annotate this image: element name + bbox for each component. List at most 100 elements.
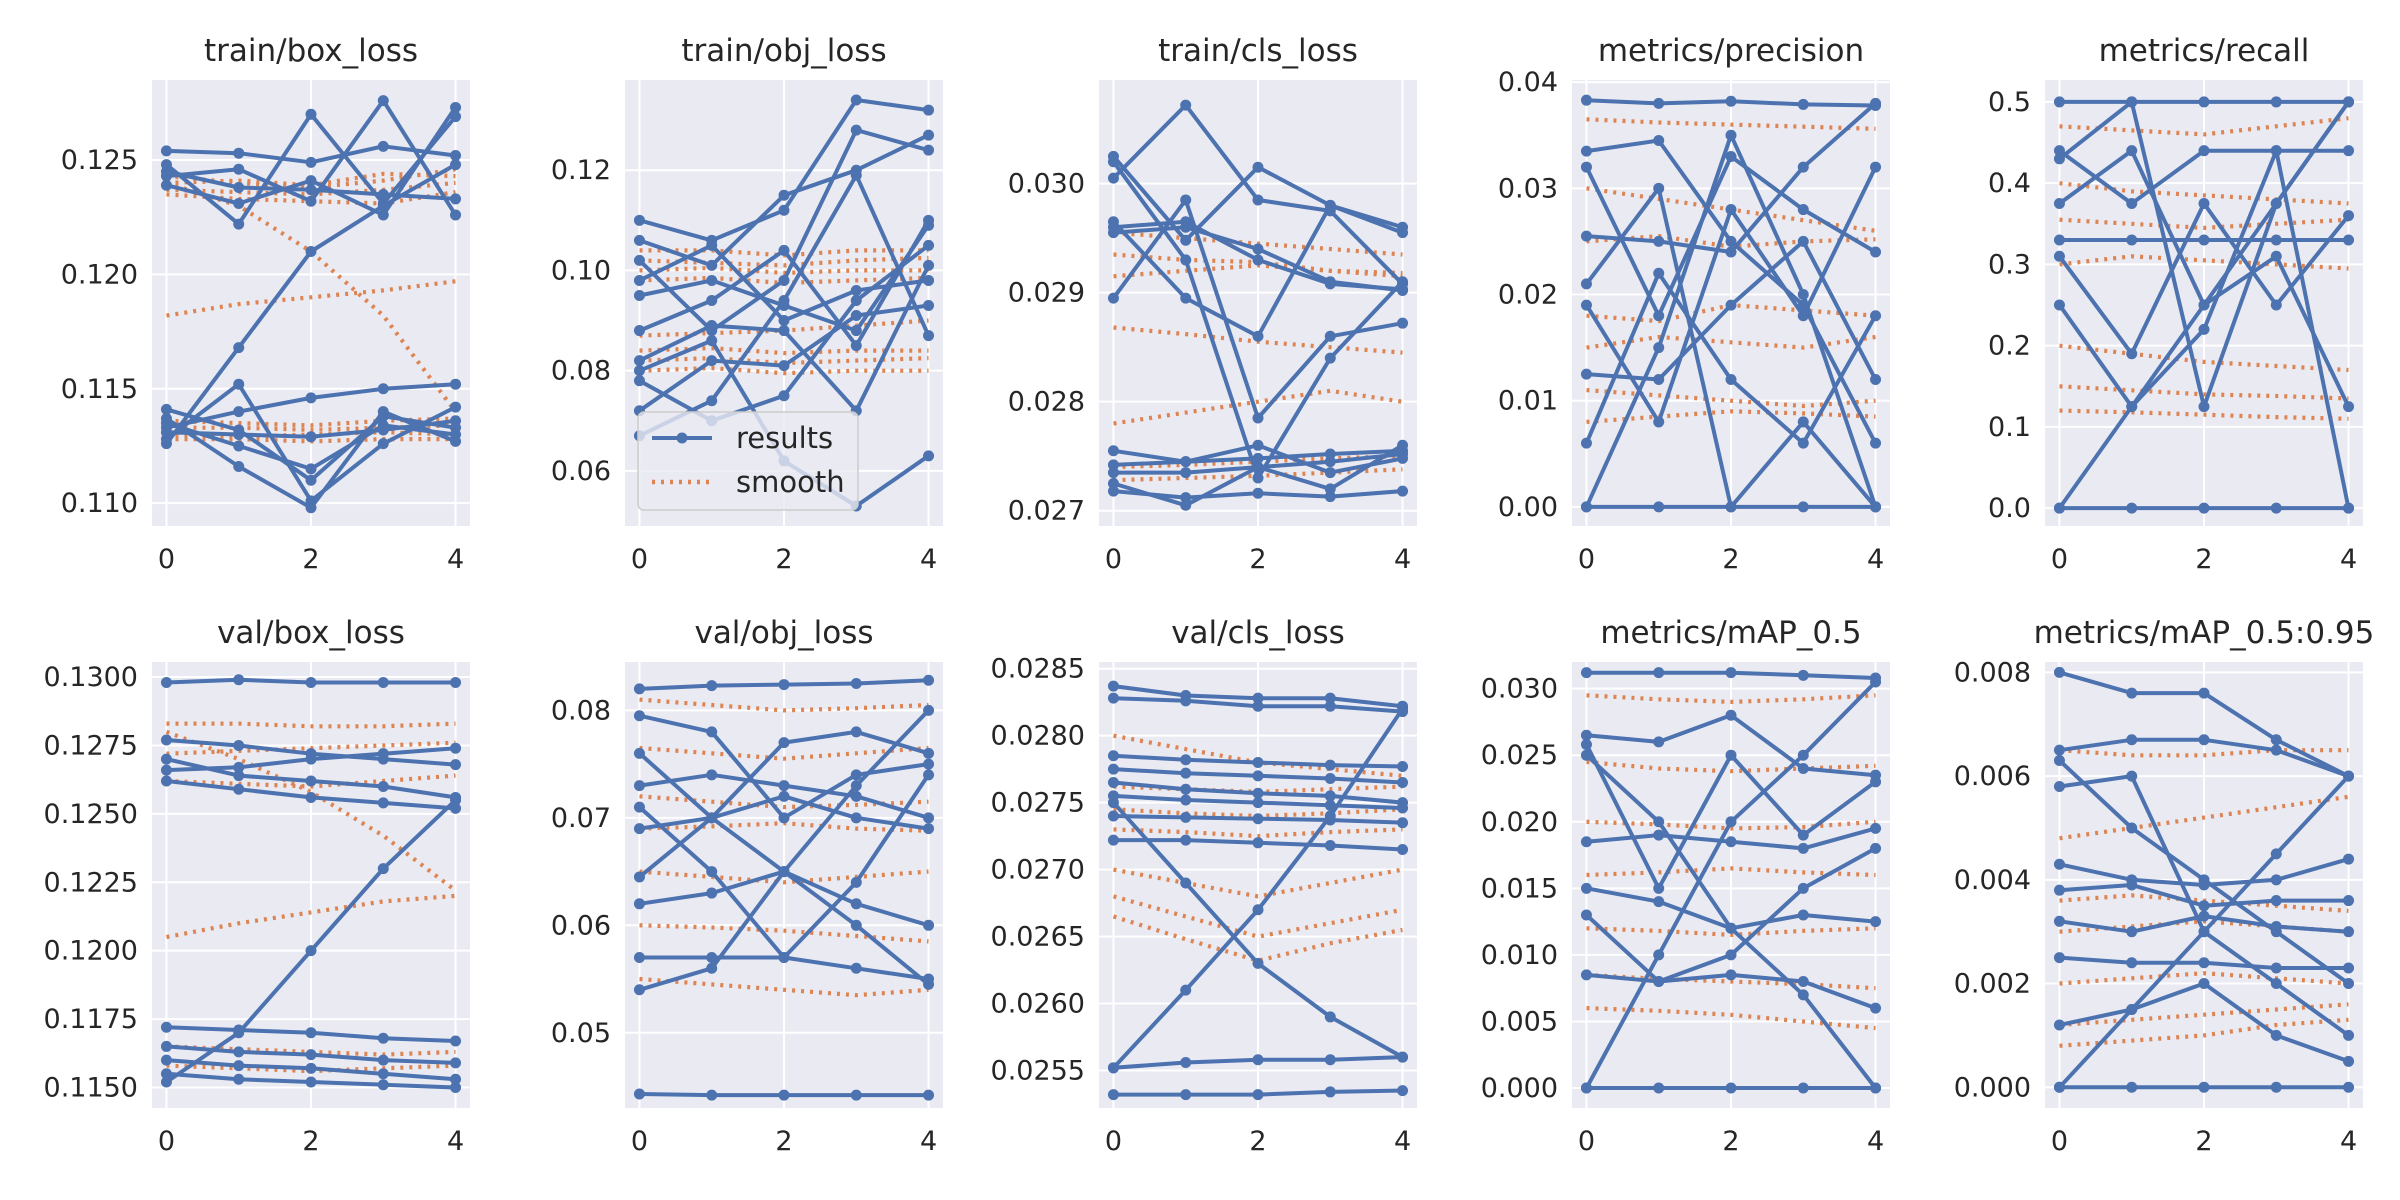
results-point (377, 95, 389, 107)
y-tick-label: 0.00 (1498, 492, 1558, 523)
results-point (1252, 452, 1264, 464)
x-tick-label: 0 (1105, 1126, 1122, 1157)
smooth-series-line (639, 365, 929, 376)
results-point (1580, 161, 1592, 173)
results-point (1252, 461, 1264, 473)
results-point (1397, 1051, 1409, 1063)
smooth-series-line (166, 416, 456, 428)
y-tick-label: 0.02 (1498, 280, 1558, 311)
chart-panel: 0.000 0.005 0.010 0.015 0.020 0.025 0.030 0 2 4 me… (1481, 615, 1890, 1157)
x-tick-label: 0 (2051, 544, 2068, 575)
results-point (160, 1054, 172, 1066)
results-point (377, 780, 389, 792)
results-point (2343, 210, 2355, 222)
results-point (305, 502, 317, 514)
results-point (2198, 734, 2210, 746)
smooth-series-line (1586, 759, 1876, 774)
results-point (2126, 687, 2138, 699)
results-point (1252, 692, 1264, 704)
results-point (1797, 204, 1809, 216)
results-point (2343, 770, 2355, 782)
results-point (1252, 700, 1264, 712)
results-point (1870, 310, 1882, 322)
results-point (2343, 234, 2355, 246)
results-point (633, 710, 645, 722)
results-point (778, 737, 790, 749)
y-tick-label: 0.0265 (991, 922, 1085, 953)
results-point (1870, 676, 1882, 688)
results-point (450, 742, 462, 754)
results-point (2053, 197, 2065, 209)
results-point (1180, 1056, 1192, 1068)
chart-panel: 0.000 0.002 0.004 0.006 0.008 0 2 4 metrics/mAP_… (1954, 615, 2375, 1157)
results-point (2126, 957, 2138, 969)
results-point (2270, 734, 2282, 746)
results-point (233, 429, 245, 441)
results-point (2198, 957, 2210, 969)
results-point (2053, 858, 2065, 870)
x-tick-label: 4 (1394, 1126, 1411, 1157)
y-tick-label: 0.1275 (44, 730, 138, 761)
chart-title: train/cls_loss (1158, 33, 1358, 69)
results-point (1180, 754, 1192, 766)
results-point (1797, 829, 1809, 841)
results-point (850, 898, 862, 910)
results-point (778, 866, 790, 878)
results-point (633, 898, 645, 910)
results-point (2270, 978, 2282, 990)
results-point (850, 677, 862, 689)
results-point (778, 325, 790, 337)
results-point (2198, 145, 2210, 157)
results-point (2198, 910, 2210, 922)
results-point (233, 342, 245, 354)
results-point (305, 775, 317, 787)
results-point (450, 193, 462, 205)
results-point (1797, 289, 1809, 301)
results-point (1324, 199, 1336, 211)
chart-title: train/obj_loss (681, 33, 886, 69)
results-point (1252, 1089, 1264, 1101)
y-tick-label: 0.025 (1481, 740, 1558, 771)
smooth-series-line (639, 869, 929, 885)
results-point (633, 325, 645, 337)
results-point (2343, 895, 2355, 907)
results-point (160, 165, 172, 177)
results-point (305, 392, 317, 404)
results-point (1107, 477, 1119, 489)
results-point (850, 790, 862, 802)
x-tick-label: 4 (1867, 544, 1884, 575)
results-point (1870, 776, 1882, 788)
results-point (850, 94, 862, 106)
results-point (1252, 161, 1264, 173)
results-point (377, 748, 389, 760)
x-tick-label: 2 (1249, 544, 1266, 575)
results-point (1725, 949, 1737, 961)
results-point (706, 1089, 718, 1101)
results-point (305, 1027, 317, 1039)
x-tick-label: 0 (158, 544, 175, 575)
results-point (233, 1046, 245, 1058)
y-tick-label: 0.08 (551, 356, 611, 387)
results-point (2270, 197, 2282, 209)
results-point (2126, 1081, 2138, 1093)
results-point (160, 1021, 172, 1033)
results-point (2343, 502, 2355, 514)
smooth-series-line (639, 794, 929, 810)
legend-results-label: results (736, 421, 833, 455)
x-tick-label: 4 (920, 1126, 937, 1157)
results-point (2198, 299, 2210, 311)
y-tick-label: 0.0 (1988, 493, 2031, 524)
results-point (1324, 448, 1336, 460)
results-point (633, 871, 645, 883)
results-point (1397, 844, 1409, 856)
results-point (1725, 667, 1737, 679)
results-point (305, 753, 317, 765)
results-point (633, 801, 645, 813)
results-point (1180, 492, 1192, 504)
results-point (233, 783, 245, 795)
results-point (923, 823, 935, 835)
results-point (1653, 182, 1665, 194)
x-tick-label: 4 (1867, 1126, 1884, 1157)
results-point (2270, 920, 2282, 932)
chart-panel: 0.110 0.115 0.120 0.125 0 2 4 train/box_loss (61, 33, 470, 575)
